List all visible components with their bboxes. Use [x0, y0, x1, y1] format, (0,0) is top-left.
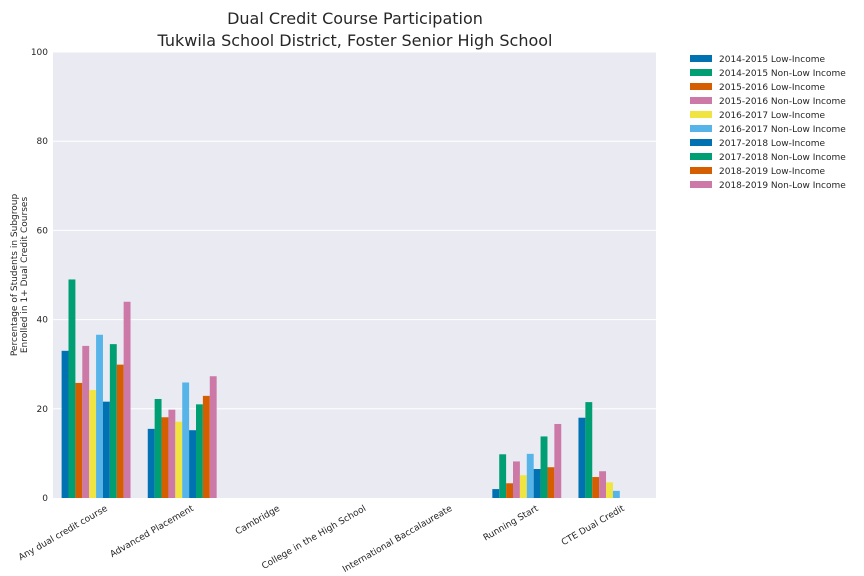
- bar: [61, 350, 69, 498]
- bar: [82, 345, 90, 498]
- bar: [533, 469, 541, 498]
- gridlines: [53, 51, 656, 410]
- bar: [116, 364, 124, 498]
- x-tick-labels: Any dual credit course Advanced Placement…: [17, 504, 627, 575]
- legend-swatch: [690, 69, 712, 76]
- legend-label: 2018-2019 Low-Income: [719, 167, 825, 177]
- bar: [492, 489, 500, 498]
- x-tick-label: Advanced Placement: [109, 504, 196, 560]
- bar: [526, 453, 534, 498]
- y-tick-label: 80: [37, 137, 49, 147]
- legend-swatch: [690, 139, 712, 146]
- legend-label: 2015-2016 Low-Income: [719, 83, 825, 93]
- bar: [154, 398, 162, 498]
- x-tick-label: Any dual credit course: [17, 504, 110, 563]
- bar: [606, 482, 613, 498]
- legend-label: 2014-2015 Non-Low Income: [719, 69, 846, 79]
- bar: [209, 376, 217, 498]
- bar: [147, 428, 155, 498]
- bars-group: [61, 279, 620, 498]
- legend-swatch: [690, 153, 712, 160]
- legend-swatch: [690, 111, 712, 118]
- chart-title-line-2: Tukwila School District, Foster Senior H…: [156, 31, 552, 50]
- x-tick-label: Running Start: [482, 504, 541, 544]
- y-tick-label: 40: [37, 316, 49, 326]
- bar: [599, 471, 607, 498]
- bar: [102, 401, 110, 498]
- bar: [612, 490, 620, 498]
- y-tick-label: 20: [37, 405, 49, 415]
- bar: [182, 382, 190, 498]
- legend-label: 2014-2015 Low-Income: [719, 55, 825, 65]
- bar: [202, 395, 210, 498]
- bar: [592, 477, 600, 498]
- y-tick-labels: 0 20 40 60 80 100: [31, 48, 48, 504]
- bar: [499, 454, 507, 498]
- bar: [123, 301, 131, 498]
- bar: [519, 475, 527, 498]
- legend-swatch: [690, 55, 712, 62]
- y-tick-label: 60: [37, 226, 49, 236]
- legend-label: 2016-2017 Low-Income: [719, 111, 825, 121]
- legend-label: 2018-2019 Non-Low Income: [719, 181, 846, 191]
- bar: [75, 382, 83, 498]
- bar: [96, 334, 103, 498]
- y-axis-label-line-2: Enrolled in 1+ Dual Credit Courses: [20, 197, 30, 354]
- y-tick-label: 100: [31, 48, 48, 58]
- x-tick-label: CTE Dual Credit: [560, 504, 627, 548]
- legend-swatch: [690, 181, 712, 188]
- bar: [578, 417, 586, 498]
- bar: [195, 404, 203, 498]
- bar: [585, 402, 593, 498]
- bar: [513, 461, 520, 498]
- legend-swatch: [690, 83, 712, 90]
- bar: [540, 436, 548, 498]
- bar: [189, 430, 196, 498]
- legend-swatch: [690, 167, 712, 174]
- legend-label: 2017-2018 Non-Low Income: [719, 153, 846, 163]
- plot-area: [53, 52, 656, 498]
- bar: [506, 483, 514, 498]
- legend-label: 2015-2016 Non-Low Income: [719, 97, 846, 107]
- legend-label: 2016-2017 Non-Low Income: [719, 125, 846, 135]
- bar: [547, 467, 555, 498]
- legend-swatch: [690, 125, 712, 132]
- legend-label: 2017-2018 Low-Income: [719, 139, 825, 149]
- bar: [68, 279, 76, 498]
- bar: [168, 409, 176, 498]
- y-tick-label: 0: [42, 494, 48, 504]
- bar: [109, 344, 117, 498]
- bar: [89, 390, 97, 498]
- x-tick-label: Cambridge: [234, 504, 282, 538]
- bar: [175, 421, 183, 498]
- bar: [554, 423, 562, 498]
- legend-swatch: [690, 97, 712, 104]
- bar: [161, 417, 169, 498]
- y-axis-label-line-1: Percentage of Students in Subgroup: [10, 194, 20, 357]
- legend: 2014-2015 Low-Income 2014-2015 Non-Low In…: [690, 55, 846, 191]
- chart-title-line-1: Dual Credit Course Participation: [227, 9, 483, 28]
